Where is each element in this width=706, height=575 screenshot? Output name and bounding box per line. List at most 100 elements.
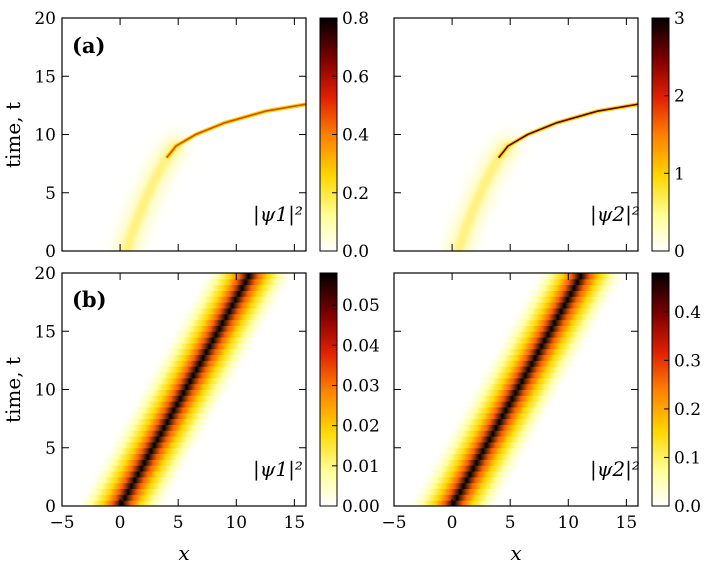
field-band-slice [456,412,549,420]
field-band-slice [466,394,559,402]
field-band-slice [410,493,503,501]
field-band-slice [179,313,272,321]
x-axis-label: x [178,541,189,565]
field-band-slice [459,406,552,414]
colorbar-tick-label: 0.01 [342,457,380,477]
colorbar-tick-label: 0.2 [342,184,369,204]
y-tick-label: 10 [34,381,56,401]
colorbar [651,272,670,507]
field-band-slice [189,295,282,303]
y-tick-label: 5 [45,439,56,459]
field-band-slice [446,429,539,437]
panel-a-right: |ψ2|² 0 1 2 3 [393,9,685,262]
field-band-slice [163,342,256,350]
colorbar-tick-label: 0.1 [674,448,701,468]
field-band-slice [433,453,526,460]
field-band-slice [515,307,608,315]
field-band-slice [531,278,624,286]
colorbar-ticks: 0.0 0.2 0.4 0.6 0.8 [332,9,369,262]
field-band-slice [157,354,250,361]
field-band-slice [463,400,556,408]
colorbar-tick-label: 0.4 [342,126,369,146]
field-band-slice [118,423,211,431]
colorbar-tick-label: 0.8 [342,9,369,29]
y-tick-label: 10 [34,126,56,146]
field-band-slice [91,470,184,478]
colorbar-tick-label: 0 [674,242,685,262]
x-tick-label: 10 [225,513,247,533]
field-band-slice [199,278,292,286]
field-band-slice [502,330,595,338]
field-band-slice [453,418,546,425]
colorbar-tick-label: 0.04 [342,336,380,356]
field-label: |ψ2|² [590,202,640,227]
colorbar-tick-label: 0.0 [342,242,369,262]
axis-ticks [393,17,638,252]
field-band-slice [85,482,178,490]
field-band-slice [82,488,175,495]
field-band-slice [173,324,266,332]
field-band-slice [98,458,191,466]
field-band-slice [440,441,533,449]
field-band-slice [78,493,171,501]
field-band-slice [505,324,598,332]
heatmap-marks [407,273,627,506]
field-band-slice [150,365,243,373]
field-band-slice [495,342,588,350]
colorbar-ticks: 0.00 0.01 0.02 0.03 0.04 0.05 [332,296,380,517]
field-band-slice [437,447,530,455]
x-tick-label: 0 [447,513,458,533]
y-tick-label: 15 [34,322,56,342]
field-band-slice [144,377,237,385]
field-label: |ψ2|² [590,457,640,482]
heatmap-marks [114,102,306,251]
field-ridge [165,103,306,159]
field-band-slice [137,389,230,396]
field-band-slice [498,336,591,344]
x-tick-label: 5 [505,513,516,533]
colorbar-tick-label: 0.00 [342,497,380,517]
y-tick-label: 0 [45,497,56,517]
x-axis-label: x [510,541,521,565]
x-tick-label: 15 [616,513,638,533]
panel-label: (a) [72,33,105,58]
field-band-slice [170,330,263,338]
colorbar-tick-label: 3 [674,9,685,29]
field-band-slice [511,313,604,321]
field-band-slice [476,377,569,385]
field-label: |ψ1|² [253,457,303,482]
colorbar [651,17,670,252]
field-band-slice [417,482,510,490]
field-band-slice [108,441,201,449]
colorbar-tick-label: 0.4 [674,303,701,323]
y-tick-label: 0 [45,242,56,262]
y-tick-label: 15 [34,67,56,87]
field-band-slice [482,365,575,373]
field-band-slice [202,273,295,280]
field-band-slice [534,273,627,280]
y-axis-label: time, t [1,357,25,423]
field-band-slice [528,284,621,291]
field-ridge [497,103,638,159]
colorbar-tick-label: 0.0 [674,497,701,517]
heatmap-marks [446,102,638,251]
field-band-slice [166,336,259,344]
colorbar-ticks: 0.0 0.1 0.2 0.3 0.4 [664,303,701,517]
field-band-slice [134,394,227,402]
field-band-slice [469,389,562,396]
y-tick-label: 20 [34,264,56,284]
field-band-slice [147,371,240,379]
field-band-slice [524,289,617,297]
field-band-slice [95,464,188,472]
field-band-slice [492,348,585,356]
x-tick-label: −5 [381,513,406,533]
field-band-slice [489,354,582,361]
field-band-slice [407,499,500,506]
y-tick-label: 20 [34,9,56,29]
colorbar [319,272,338,507]
plot-background [394,18,638,251]
y-tick-label: 5 [45,184,56,204]
field-band-slice [105,447,198,455]
